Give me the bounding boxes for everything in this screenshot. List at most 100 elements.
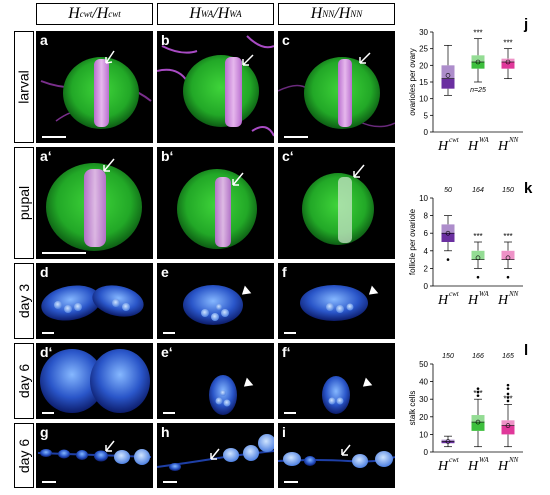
- scale-bar: [42, 332, 54, 334]
- box-lower: [441, 78, 455, 89]
- significance-label: ***: [503, 394, 512, 403]
- panel-label: d‘: [40, 344, 53, 360]
- panel-label: h: [161, 424, 170, 440]
- x-category-sup: NN: [508, 290, 519, 298]
- mean-marker: [475, 59, 481, 65]
- x-category-label: H: [497, 139, 509, 154]
- row-label-larval: larval: [14, 31, 34, 143]
- box-lower: [501, 62, 515, 69]
- chart-k-label: k: [524, 180, 533, 197]
- y-tick-label: 5: [424, 111, 429, 120]
- y-tick-label: 50: [419, 360, 428, 369]
- micrograph-day3-wa: e: [157, 263, 274, 339]
- panel-label: b‘: [161, 148, 174, 164]
- row-label-day3: day 3: [14, 263, 34, 339]
- scale-bar: [42, 136, 66, 138]
- x-category-label: H: [467, 293, 479, 308]
- col-genotype-sep: /: [213, 5, 218, 22]
- box-upper: [471, 250, 485, 260]
- panel-label: b: [161, 32, 170, 48]
- x-category-sup: cwt: [449, 136, 460, 144]
- scale-bar: [163, 412, 175, 414]
- micrograph-larval-nn: c: [278, 31, 395, 143]
- scale-bar: [163, 332, 175, 334]
- outlier-point: [506, 399, 510, 403]
- box-upper: [441, 224, 455, 234]
- row-label-text: pupal: [16, 185, 33, 221]
- y-tick-label: 2: [424, 264, 429, 273]
- col-genotype-base2: H: [217, 5, 230, 22]
- panel-label: f: [282, 264, 287, 280]
- box-upper: [471, 55, 485, 62]
- outlier-point: [506, 396, 510, 399]
- micrograph-stalk-wa: h: [157, 423, 274, 488]
- outlier-point: [506, 392, 510, 396]
- mean-marker: [445, 230, 451, 236]
- micrograph-pupal-nn: c‘: [278, 147, 395, 259]
- panel-label: e: [161, 264, 169, 280]
- significance-label: ***: [503, 232, 512, 241]
- box-upper: [501, 250, 515, 260]
- y-tick-label: 20: [419, 413, 428, 422]
- box-upper: [471, 415, 485, 423]
- micrograph-larval-wa: b: [157, 31, 274, 143]
- y-tick-label: 10: [419, 194, 428, 203]
- outlier-point: [506, 387, 510, 390]
- micrograph-pupal-cwt: a‘: [36, 147, 153, 259]
- outlier-point: [506, 383, 510, 387]
- mean-marker: [445, 439, 451, 444]
- sample-size-label: 164: [472, 187, 484, 194]
- box-lower: [471, 62, 485, 69]
- scale-bar: [284, 332, 296, 334]
- x-category-sup: cwt: [449, 290, 460, 298]
- col-genotype-sup: cwt: [79, 9, 93, 19]
- col-genotype-sup: NN: [322, 9, 335, 19]
- col-genotype-base2: H: [338, 5, 351, 22]
- panel-label: a‘: [40, 148, 52, 164]
- scale-bar: [42, 252, 86, 254]
- y-tick-label: 25: [419, 45, 428, 54]
- outlier-point: [476, 394, 480, 397]
- y-tick-label: 30: [419, 395, 428, 404]
- panel-label: e‘: [161, 344, 173, 360]
- x-category-label: H: [467, 139, 479, 154]
- micrograph-larval-cwt: a: [36, 31, 153, 143]
- box-upper: [501, 420, 515, 426]
- y-tick-label: 4: [424, 247, 429, 256]
- outlier-point: [476, 275, 480, 279]
- significance-label: ***: [473, 389, 482, 398]
- micrograph-day6-wa: e‘: [157, 343, 274, 419]
- y-tick-label: 8: [424, 212, 429, 221]
- mean-marker: [505, 423, 511, 428]
- col-genotype-sup: WA: [200, 9, 214, 19]
- chart-j-label: j: [524, 16, 529, 33]
- micrograph-day6-cwt: d‘: [36, 343, 153, 419]
- scale-bar: [284, 481, 298, 483]
- y-tick-label: 40: [419, 378, 428, 387]
- panel-label: c: [282, 32, 290, 48]
- row-label-text: larval: [16, 70, 32, 104]
- x-category-sup: WA: [479, 136, 489, 144]
- panel-label: d: [40, 264, 49, 280]
- y-tick-label: 10: [419, 430, 428, 439]
- outlier-point: [476, 390, 480, 394]
- significance-label: ***: [503, 39, 512, 48]
- box-lower: [501, 425, 515, 435]
- row-label-text: day 6: [16, 363, 32, 399]
- scale-bar: [163, 481, 177, 483]
- scale-bar: [42, 481, 56, 483]
- significance-label: ***: [473, 232, 482, 241]
- mean-marker: [445, 73, 451, 78]
- y-tick-label: 6: [424, 229, 429, 238]
- panel-label: i: [282, 424, 286, 440]
- y-axis-label: stalk cells: [408, 391, 417, 426]
- mean-marker: [505, 255, 511, 261]
- row-label-text: day 3: [16, 283, 32, 319]
- y-tick-label: 0: [424, 128, 429, 137]
- col-genotype-sup2: WA: [229, 9, 242, 19]
- y-tick-label: 10: [419, 95, 428, 104]
- row-label-day6-stalk: day 6: [14, 423, 34, 488]
- box-lower: [441, 441, 455, 444]
- x-category-sup: cwt: [449, 456, 460, 464]
